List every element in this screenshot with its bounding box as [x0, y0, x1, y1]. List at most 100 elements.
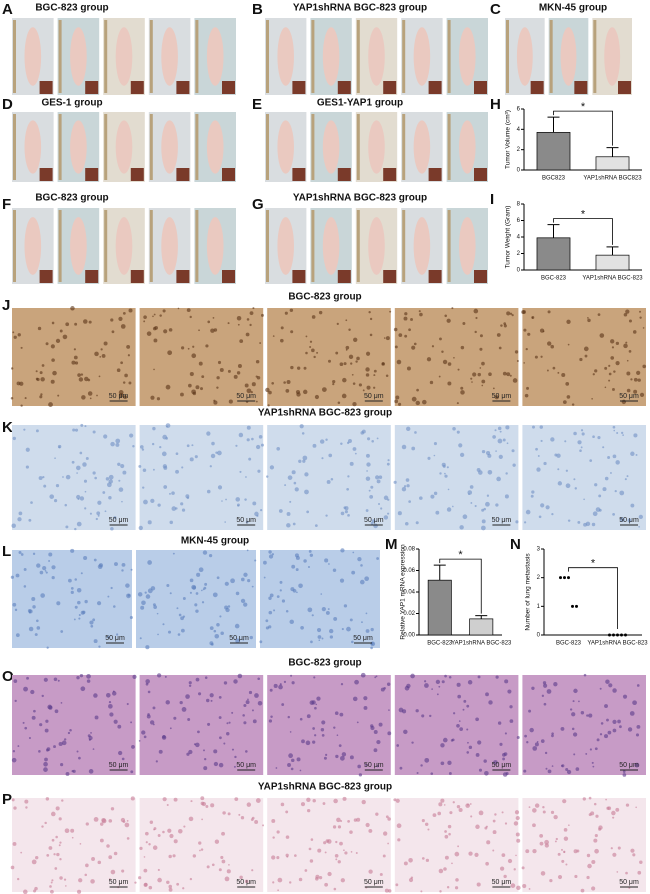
image	[265, 208, 307, 284]
cell	[71, 836, 74, 839]
cell	[245, 520, 249, 524]
cell	[403, 861, 408, 866]
cell	[180, 628, 185, 633]
cell	[416, 771, 419, 775]
cell	[76, 494, 81, 500]
cell	[312, 740, 316, 744]
cell	[348, 354, 354, 360]
cell	[30, 501, 33, 504]
cell	[203, 766, 208, 771]
cell	[451, 738, 455, 742]
cell	[531, 315, 535, 319]
cell	[186, 444, 190, 448]
cell	[306, 714, 311, 719]
cell	[634, 762, 640, 768]
cell	[339, 362, 344, 367]
y-tick-label: 0	[517, 268, 521, 274]
cell	[277, 877, 283, 883]
cell	[459, 525, 464, 530]
cell	[621, 431, 624, 435]
cell	[49, 494, 55, 499]
cell	[389, 310, 392, 313]
cell	[198, 361, 203, 366]
cell	[422, 399, 427, 405]
cell	[300, 625, 304, 630]
cell	[210, 453, 216, 459]
cell	[162, 309, 166, 313]
cell	[271, 855, 276, 860]
cell	[573, 688, 578, 694]
cell	[406, 683, 411, 689]
cell	[165, 384, 171, 390]
cell	[477, 740, 482, 745]
cell	[509, 312, 513, 315]
cell	[448, 675, 452, 679]
cell	[378, 502, 381, 506]
cell	[481, 449, 486, 454]
cell	[547, 769, 552, 774]
cell	[502, 757, 505, 761]
cell	[492, 387, 495, 390]
cell	[126, 344, 131, 349]
image-bg	[522, 425, 646, 530]
cell	[276, 446, 281, 451]
cell	[388, 709, 390, 711]
cell	[501, 811, 504, 814]
cell	[118, 750, 123, 756]
cell	[34, 633, 38, 637]
cell	[169, 833, 174, 839]
cell	[630, 848, 635, 853]
cell	[39, 570, 44, 575]
cell	[528, 806, 531, 809]
cell	[234, 797, 239, 801]
cell	[444, 314, 448, 318]
cell	[612, 852, 617, 857]
cell	[421, 819, 425, 823]
cell	[305, 351, 308, 355]
cell	[589, 748, 592, 751]
mouse	[368, 120, 385, 174]
cell	[279, 683, 282, 686]
bar	[536, 237, 571, 271]
cell	[523, 769, 527, 773]
cell	[606, 718, 609, 722]
cell	[210, 328, 215, 333]
cell	[103, 341, 108, 346]
cell	[92, 471, 96, 475]
cell	[132, 674, 137, 679]
cell	[188, 749, 193, 755]
cell	[287, 763, 291, 767]
cell	[205, 805, 209, 808]
cell	[181, 346, 185, 350]
y-tick-label: 4	[517, 127, 521, 133]
cell	[46, 646, 49, 649]
cell	[383, 687, 386, 690]
cell	[420, 764, 423, 767]
cell	[322, 802, 326, 805]
cell	[213, 761, 219, 767]
cell	[141, 448, 145, 451]
scale-label: 50 μm	[236, 517, 256, 524]
cell	[139, 846, 143, 851]
mouse	[413, 217, 431, 275]
ruler	[195, 20, 199, 93]
cell	[605, 679, 610, 684]
cell	[550, 810, 555, 815]
cell	[333, 798, 338, 804]
cell	[309, 859, 314, 863]
cell	[406, 484, 410, 488]
cell	[449, 811, 453, 815]
cell	[623, 312, 628, 317]
cell	[224, 521, 227, 523]
cell	[590, 811, 595, 816]
cell	[290, 365, 294, 370]
cell	[156, 673, 162, 678]
cell	[340, 511, 345, 516]
cell	[404, 312, 408, 316]
cell	[556, 453, 561, 458]
cell	[321, 387, 327, 392]
cell	[612, 425, 616, 429]
cell	[471, 381, 473, 383]
cell	[73, 355, 78, 360]
cell	[80, 610, 85, 615]
